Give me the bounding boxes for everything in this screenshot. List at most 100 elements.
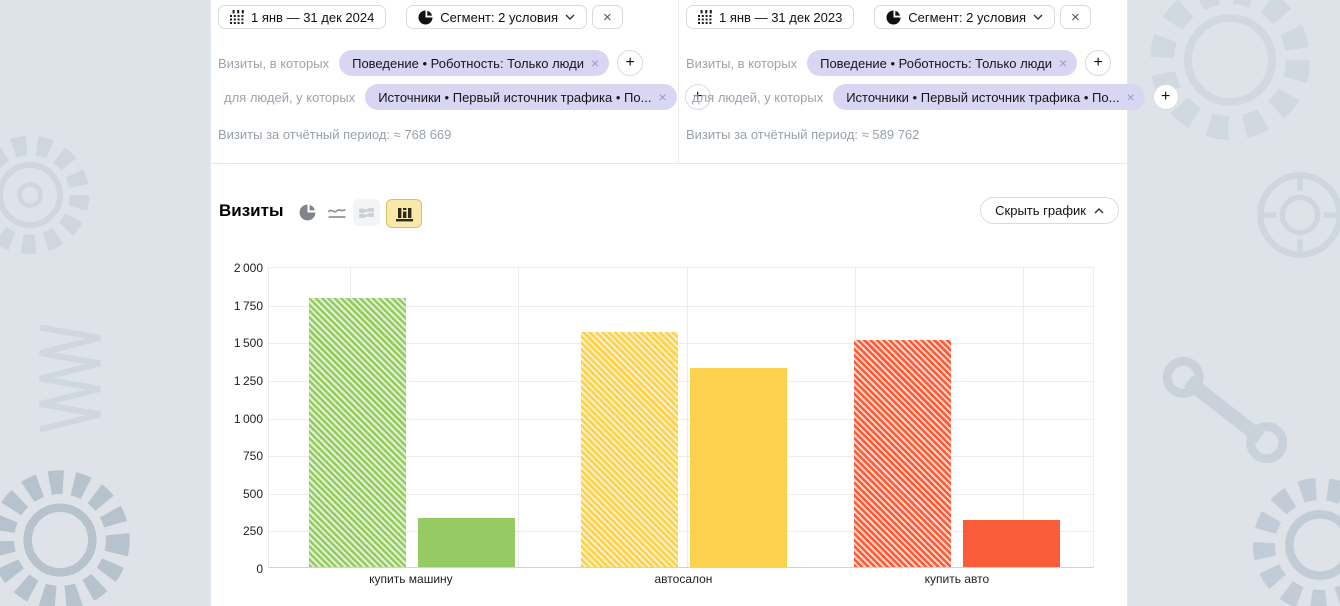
report-panel: 1 янв — 31 дек 2024 Сегмент: 2 условия ×… xyxy=(210,0,1179,606)
x-tick-label: купить авто xyxy=(924,572,990,586)
chip-close-icon[interactable]: × xyxy=(590,55,600,71)
visit-condition-row: Визиты, в которых Поведение • Роботность… xyxy=(686,50,1112,76)
background-doodle-gear xyxy=(1130,0,1330,160)
date-range-label: 1 янв — 31 дек 2023 xyxy=(719,9,843,25)
y-tick-label: 1 000 xyxy=(233,411,263,426)
plot-area xyxy=(268,267,1094,568)
segment-b-column: 1 янв — 31 дек 2023 Сегмент: 2 условия ×… xyxy=(679,0,1179,163)
user-condition-row: для людей, у которых Источники • Первый … xyxy=(692,84,1179,110)
segment-label: Сегмент: 2 условия xyxy=(440,9,559,25)
chip-close-icon[interactable]: × xyxy=(1126,89,1135,105)
add-condition-button[interactable]: + xyxy=(1085,50,1112,76)
chevron-up-icon xyxy=(1094,207,1104,213)
plus-icon: + xyxy=(1160,88,1171,105)
date-range-button-a[interactable]: 1 янв — 31 дек 2024 xyxy=(218,5,387,29)
add-condition-button[interactable]: + xyxy=(617,50,644,76)
line-chart-icon xyxy=(327,208,347,218)
condition-chip-label: Поведение • Роботность: Только люди xyxy=(352,55,584,71)
condition-row-label: Визиты, в которых xyxy=(686,55,798,71)
condition-row-label: для людей, у которых xyxy=(224,89,356,105)
x-tick-label: автосалон xyxy=(654,572,713,586)
y-tick-label: 1 250 xyxy=(233,373,263,388)
plus-icon: + xyxy=(692,88,703,105)
period-visits-summary: Визиты за отчётный период: ≈ 589 762 xyxy=(686,127,919,142)
hide-chart-button[interactable]: Скрыть график xyxy=(980,197,1119,224)
condition-chip-robotness[interactable]: Поведение • Роботность: Только люди × xyxy=(339,50,610,76)
condition-chip-traffic-source[interactable]: Источники • Первый источник трафика • По… xyxy=(365,84,677,110)
period-visits-summary: Визиты за отчётный период: ≈ 768 669 xyxy=(218,127,451,142)
chart-type-bar-button[interactable] xyxy=(386,199,422,228)
chevron-down-icon xyxy=(1033,14,1043,20)
h-gridline xyxy=(269,380,1093,382)
segment-button-a[interactable]: Сегмент: 2 условия xyxy=(406,5,588,29)
chart-bar[interactable] xyxy=(963,520,1060,567)
segment-a-column: 1 янв — 31 дек 2024 Сегмент: 2 условия ×… xyxy=(211,0,711,163)
background-doodle-gear xyxy=(0,120,105,270)
chart-type-area-button[interactable] xyxy=(353,199,380,226)
chart-bar[interactable] xyxy=(309,298,406,567)
chart-type-line-button[interactable] xyxy=(324,199,350,226)
background-doodle-bolt xyxy=(1245,160,1340,270)
x-axis-labels: купить машину автосалон купить авто xyxy=(268,572,1094,588)
add-condition-button[interactable]: + xyxy=(1152,84,1179,110)
chart-title: Визиты xyxy=(219,201,284,220)
calendar-grid-icon xyxy=(698,10,712,24)
summary-value: ≈ 589 762 xyxy=(861,127,920,142)
visit-condition-row: Визиты, в которых Поведение • Роботность… xyxy=(218,50,644,76)
h-gridline xyxy=(269,418,1093,420)
summary-label: Визиты за отчётный период: xyxy=(218,127,391,142)
y-tick-label: 1 500 xyxy=(233,336,263,351)
background-doodle-spring xyxy=(25,320,115,440)
user-condition-row: для людей, у которых Источники • Первый … xyxy=(224,84,711,110)
summary-label: Визиты за отчётный период: xyxy=(686,127,859,142)
close-icon: × xyxy=(603,8,612,26)
h-gridline xyxy=(269,531,1093,533)
chart-type-pie-button[interactable] xyxy=(294,199,320,226)
y-tick-label: 2 000 xyxy=(233,261,263,275)
h-gridline xyxy=(269,305,1093,307)
segment-button-b[interactable]: Сегмент: 2 условия xyxy=(874,5,1056,29)
condition-chip-traffic-source[interactable]: Источники • Первый источник трафика • По… xyxy=(833,84,1145,110)
condition-row-label: для людей, у которых xyxy=(692,89,824,105)
condition-chip-label: Источники • Первый источник трафика • По… xyxy=(378,89,652,105)
v-gridline xyxy=(1023,268,1025,567)
add-condition-button[interactable]: + xyxy=(684,84,711,110)
y-tick-label: 500 xyxy=(242,486,263,501)
bar-chart-icon xyxy=(395,208,413,222)
calendar-grid-icon xyxy=(230,10,244,24)
summary-value: ≈ 768 669 xyxy=(393,127,452,142)
chart-bar[interactable] xyxy=(418,518,515,567)
remove-segment-button-a[interactable]: × xyxy=(592,5,623,29)
background-doodle-gear xyxy=(1235,460,1340,606)
h-gridline xyxy=(269,493,1093,495)
area-chart-icon xyxy=(359,207,374,219)
chart-bar[interactable] xyxy=(854,339,951,567)
y-axis-labels: 0 250 500 750 1 000 1 250 1 500 1 750 2 000 xyxy=(211,261,263,576)
h-gridline xyxy=(269,456,1093,458)
plus-icon: + xyxy=(1093,54,1103,71)
y-tick-label: 1 750 xyxy=(233,298,263,313)
plus-icon: + xyxy=(625,54,635,71)
y-tick-label: 750 xyxy=(242,449,263,464)
remove-segment-button-b[interactable]: × xyxy=(1060,5,1091,29)
chart-bar[interactable] xyxy=(581,332,678,567)
condition-chip-robotness[interactable]: Поведение • Роботность: Только люди × xyxy=(807,50,1078,76)
y-tick-label: 0 xyxy=(256,562,263,576)
segment-filters: 1 янв — 31 дек 2024 Сегмент: 2 условия ×… xyxy=(211,0,1179,164)
condition-chip-label: Поведение • Роботность: Только люди xyxy=(820,55,1052,71)
chart-bar[interactable] xyxy=(690,368,787,567)
h-gridline xyxy=(269,343,1093,345)
date-range-label: 1 янв — 31 дек 2024 xyxy=(251,9,375,25)
date-range-button-b[interactable]: 1 янв — 31 дек 2023 xyxy=(686,5,855,29)
pie-segment-icon xyxy=(418,10,433,24)
x-tick-label: купить машину xyxy=(369,572,453,586)
chip-close-icon[interactable]: × xyxy=(658,89,667,105)
hide-chart-label: Скрыть график xyxy=(995,203,1086,218)
v-gridline xyxy=(518,268,520,567)
background-doodle-wrench xyxy=(1147,340,1302,480)
y-tick-label: 250 xyxy=(242,524,263,539)
condition-chip-label: Источники • Первый источник трафика • По… xyxy=(846,89,1120,105)
chip-close-icon[interactable]: × xyxy=(1058,55,1068,71)
chevron-down-icon xyxy=(565,14,575,20)
v-gridline xyxy=(686,268,688,567)
